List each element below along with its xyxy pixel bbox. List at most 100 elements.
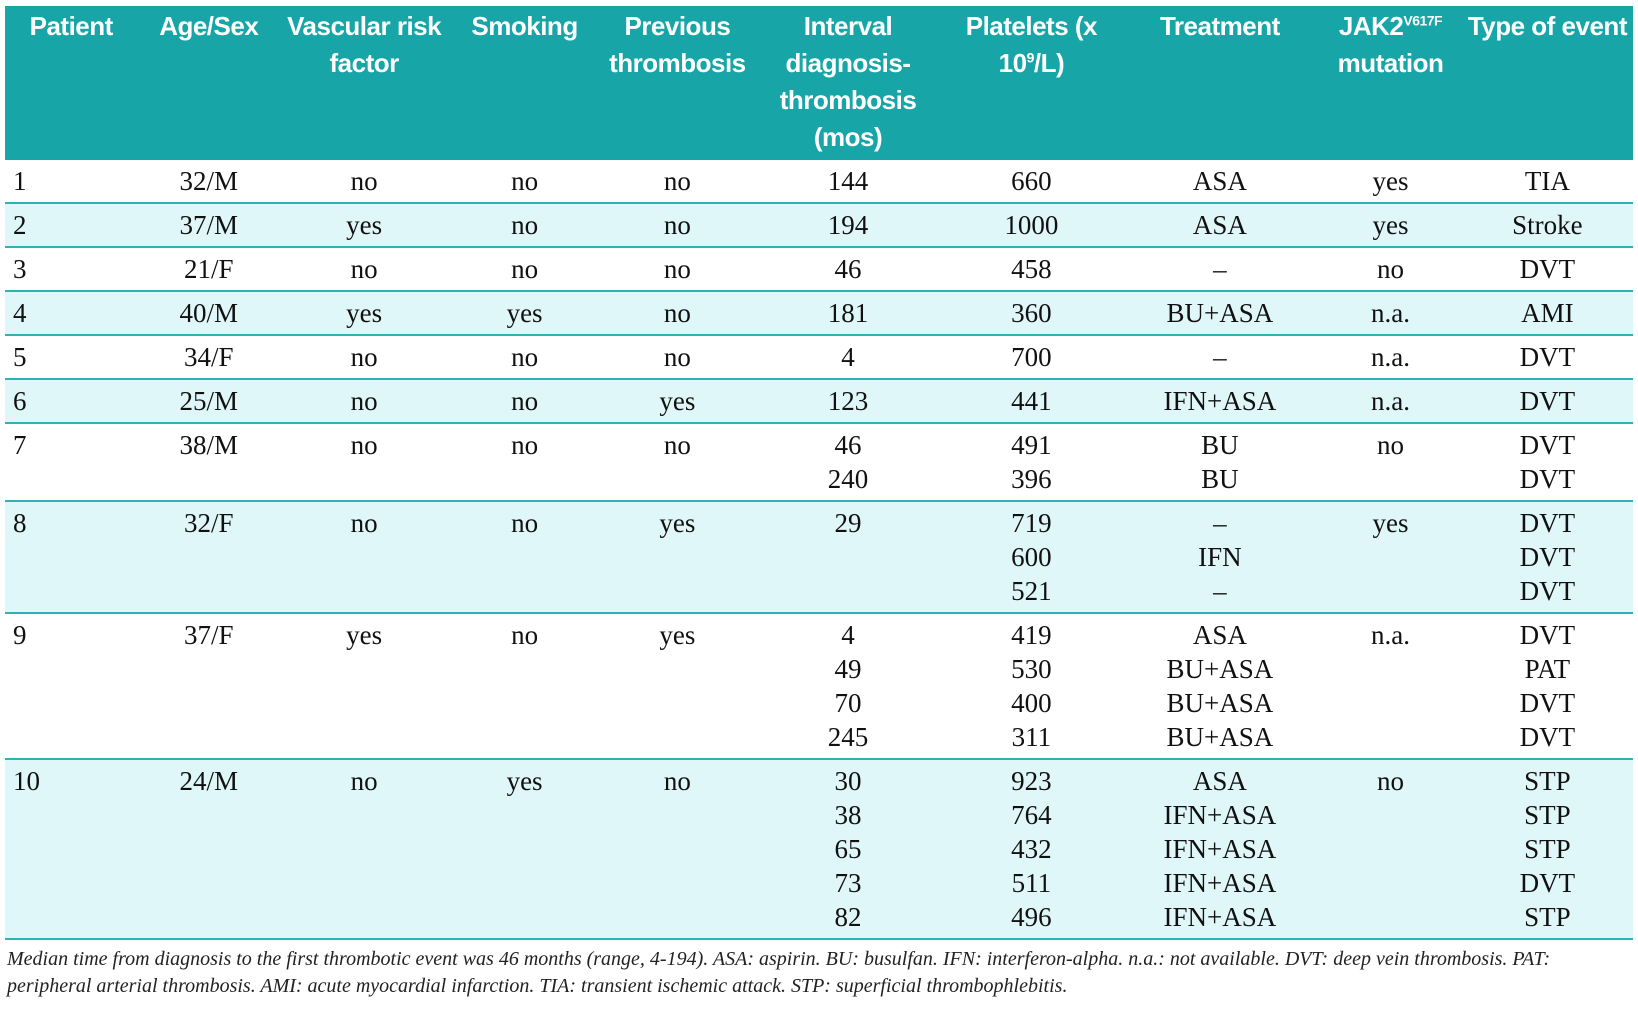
table-cell: 4: [754, 335, 942, 379]
table-cell: 660: [942, 160, 1120, 203]
table-cell: 2: [5, 203, 138, 247]
cell-line: ASA: [1192, 210, 1247, 240]
cell-text: 9: [13, 620, 27, 650]
table-cell: no: [601, 160, 754, 203]
table-cell: 46: [754, 247, 942, 291]
cell-line: STP: [1524, 766, 1571, 796]
table-cell: DVT: [1462, 247, 1633, 291]
cell-line: 181: [827, 298, 869, 328]
cell-text: no: [511, 210, 539, 240]
table-cell: –: [1121, 335, 1320, 379]
table-cell: 32/M: [137, 160, 280, 203]
header-cell: Vascular risk factor: [280, 6, 449, 160]
header-text: JAK2: [1338, 11, 1404, 41]
table-cell: 458: [942, 247, 1120, 291]
cell-line: BU+ASA: [1166, 688, 1274, 718]
table-cell: 38/M: [137, 423, 280, 501]
cell-text: no: [663, 766, 691, 796]
table-cell: ASA: [1120, 203, 1320, 247]
cell-line: 123: [827, 386, 869, 416]
table-row: 1 32/M no no no 144 660 ASA yes TIA: [5, 160, 1633, 203]
cell-text: 32/F: [183, 508, 234, 538]
cell-line: 1000: [1004, 210, 1059, 240]
table-cell: 4: [5, 291, 138, 335]
cell-text: no: [511, 386, 539, 416]
table-cell: 21/F: [137, 247, 280, 291]
footnote: Median time from diagnosis to the first …: [7, 948, 1551, 997]
header-text: Patient: [29, 11, 114, 41]
table-row: 10 24/M no yes no 30 38 65 73 82 923 764 432 511 496 AS…: [5, 759, 1633, 939]
table-cell: – IFN –: [1120, 501, 1320, 613]
cell-line: 432: [1011, 834, 1052, 864]
table-cell: no: [448, 613, 601, 759]
table-cell: 4 49 70 245: [754, 613, 942, 759]
table-row: 4 40/M yes yes no 181 360 BU+ASA n.a. AMI: [5, 291, 1633, 335]
header-cell: Treatment: [1120, 6, 1320, 160]
table-cell: Stroke: [1461, 203, 1633, 247]
cell-text: no: [350, 386, 378, 416]
cell-text: yes: [1372, 210, 1409, 240]
cell-text: no: [350, 342, 378, 372]
cell-line: –: [1213, 254, 1227, 284]
cell-line: 511: [1011, 868, 1052, 898]
cell-text: n.a.: [1371, 298, 1410, 328]
table-cell: no: [601, 335, 754, 379]
cell-line: IFN+ASA: [1163, 834, 1277, 864]
table-cell: DVT DVT: [1462, 423, 1633, 501]
cell-line: DVT: [1519, 688, 1576, 718]
cell-text: 37/M: [179, 210, 238, 240]
cell-text: 3: [13, 254, 27, 284]
cell-text: no: [1377, 254, 1404, 284]
cell-text: no: [511, 166, 539, 196]
table-cell: ASA BU+ASA BU+ASA BU+ASA: [1121, 613, 1320, 759]
table-cell: yes: [600, 379, 754, 423]
cell-line: –: [1213, 576, 1227, 606]
cell-line: 400: [1011, 688, 1052, 718]
cell-text: 34/F: [183, 342, 234, 372]
table-cell: 144: [754, 160, 942, 203]
cell-line: 700: [1011, 342, 1052, 372]
table-cell: no: [600, 291, 754, 335]
header-text: mutation: [1337, 48, 1444, 78]
cell-line: STP: [1524, 834, 1571, 864]
table-cell: yes: [1319, 203, 1462, 247]
table-cell: 37/F: [137, 613, 280, 759]
cell-line: 65: [834, 834, 862, 864]
header-row: Patient Age/Sex Vascular risk factor Smokin…: [5, 6, 1633, 160]
table-cell: 34/F: [137, 335, 280, 379]
header-cell: Type of event: [1461, 6, 1633, 160]
table-row: 2 37/M yes no no 194 1000 ASA yes Stroke: [5, 203, 1633, 247]
cell-line: DVT: [1519, 386, 1576, 416]
table-cell: no: [448, 423, 601, 501]
cell-line: 521: [1011, 576, 1052, 606]
table-cell: no: [601, 423, 754, 501]
cell-line: 30: [834, 766, 862, 796]
cell-line: DVT: [1519, 576, 1576, 606]
cell-line: DVT: [1519, 508, 1576, 538]
header-text: /L): [1033, 48, 1065, 78]
table-cell: 46 240: [754, 423, 942, 501]
table-wrap: Patient Age/Sex Vascular risk factor Smokin…: [5, 6, 1633, 1000]
cell-text: no: [511, 342, 539, 372]
table-cell: DVT: [1461, 379, 1633, 423]
table-cell: 923 764 432 511 496: [942, 759, 1121, 939]
cell-line: 4: [841, 620, 855, 650]
cell-text: yes: [506, 298, 543, 328]
cell-text: no: [350, 430, 378, 460]
cell-line: 458: [1011, 254, 1052, 284]
table-cell: AMI: [1461, 291, 1633, 335]
cell-line: BU: [1201, 464, 1239, 494]
cell-line: DVT: [1519, 464, 1576, 494]
header-text: Platelets (x 10: [965, 11, 1098, 78]
table-cell: no: [600, 759, 754, 939]
cell-text: 40/M: [179, 298, 238, 328]
table-cell: 719 600 521: [942, 501, 1121, 613]
header-superscript: 9: [1026, 49, 1035, 66]
cell-text: yes: [346, 298, 383, 328]
cell-line: PAT: [1524, 654, 1571, 684]
cell-text: 7: [13, 430, 27, 460]
cell-text: 24/M: [179, 766, 238, 796]
header-superscript: V617F: [1403, 12, 1443, 29]
table-cell: 29: [753, 501, 943, 613]
table-row: 7 38/M no no no 46 240 491 396 BU BU no DVT DVT: [5, 423, 1633, 501]
